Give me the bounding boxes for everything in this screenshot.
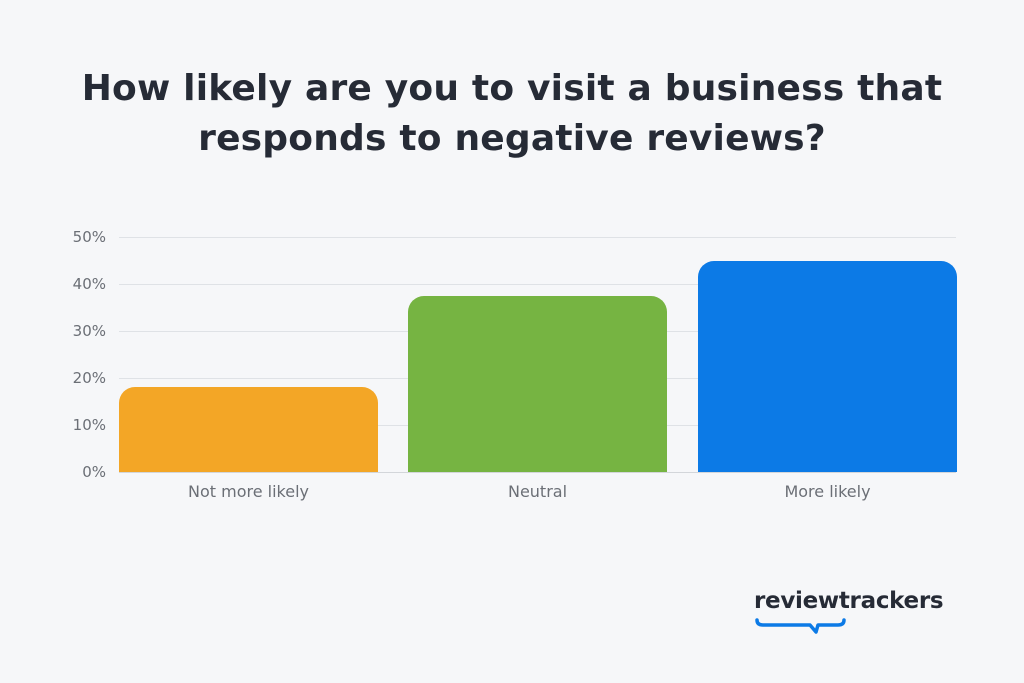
bar-more-likely xyxy=(698,260,957,472)
y-tick-40: 40% xyxy=(72,275,106,293)
y-tick-10: 10% xyxy=(72,416,106,434)
logo-text: reviewtrackers xyxy=(754,588,944,614)
y-tick-50: 50% xyxy=(72,228,106,246)
bar-not-more-likely xyxy=(119,387,378,472)
x-label: Not more likely xyxy=(188,482,309,501)
reviewtrackers-logo: reviewtrackers xyxy=(754,588,944,634)
chart-title: How likely are you to visit a business t… xyxy=(0,64,1024,164)
gridline xyxy=(119,284,956,285)
gridline xyxy=(119,237,956,238)
y-tick-0: 0% xyxy=(82,463,106,481)
y-tick-20: 20% xyxy=(72,369,106,387)
bar-neutral xyxy=(408,295,667,472)
chart-title-line-2: responds to negative reviews? xyxy=(198,118,826,159)
chart-title-line-1: How likely are you to visit a business t… xyxy=(81,68,943,109)
speech-bubble-underline-icon xyxy=(755,618,846,634)
x-label: More likely xyxy=(784,482,871,501)
x-label: Neutral xyxy=(507,482,568,501)
plot-area xyxy=(119,237,957,473)
baseline xyxy=(119,472,956,473)
y-tick-30: 30% xyxy=(72,322,106,340)
